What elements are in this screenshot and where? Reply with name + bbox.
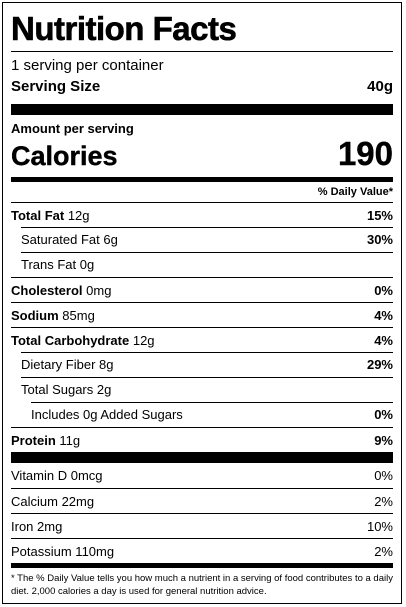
sodium-row: Sodium 85mg 4%: [11, 302, 393, 327]
servings-per-container: 1 serving per container: [11, 57, 164, 74]
nutrient-name: Total Fat: [11, 207, 65, 223]
nutrient-dv: 9%: [374, 432, 393, 448]
thick-divider: [11, 452, 393, 463]
medium-divider: [11, 563, 393, 568]
protein-row: Protein 11g 9%: [11, 427, 393, 452]
vitamin-dv: 10%: [366, 518, 393, 534]
vitamin-name: Iron 2mg: [11, 518, 63, 534]
nutrient-amount: 11g: [59, 432, 81, 448]
calories-label: Calories: [11, 141, 118, 171]
vitamin-name: Vitamin D 0mcg: [11, 468, 103, 483]
nutrient-dv: 0%: [374, 282, 393, 298]
total-fat-row: Total Fat 12g 15%: [11, 202, 393, 227]
saturated-fat-row: Saturated Fat 6g 30%: [11, 227, 393, 252]
nutrient-name: Includes 0g Added Sugars: [31, 407, 183, 422]
nutrient-dv: 30%: [366, 232, 393, 247]
nutrient-name: Sodium: [11, 307, 59, 323]
calories-row: Calories 190: [11, 135, 393, 177]
serving-size-row: Serving Size 40g: [11, 76, 393, 104]
divider: [11, 51, 393, 52]
vitamin-row: Iron 2mg 10%: [11, 513, 393, 538]
trans-fat-row: Trans Fat 0g: [11, 252, 393, 277]
cholesterol-row: Cholesterol 0mg 0%: [11, 277, 393, 302]
total-carbohydrate-row: Total Carbohydrate 12g 4%: [11, 327, 393, 352]
nutrient-amount: 0mg: [86, 282, 112, 298]
nutrient-dv: 4%: [374, 307, 393, 323]
nutrient-name: Saturated Fat 6g: [21, 232, 118, 247]
vitamin-row: Vitamin D 0mcg 0%: [11, 463, 393, 488]
nutrient-amount: 12g: [132, 332, 155, 348]
nutrient-name: Protein: [11, 432, 56, 448]
thick-divider: [11, 104, 393, 115]
vitamin-dv: 0%: [374, 468, 393, 483]
nutrient-name: Trans Fat 0g: [21, 257, 95, 272]
nutrition-facts-label: Nutrition Facts 1 serving per container …: [2, 2, 402, 604]
vitamin-row: Potassium 110mg 2%: [11, 538, 393, 563]
nutrient-name: Total Sugars 2g: [21, 382, 112, 397]
nutrient-dv: 15%: [366, 207, 393, 223]
nutrient-name: Total Carbohydrate: [11, 332, 130, 348]
nutrient-dv: 0%: [374, 407, 393, 422]
vitamin-dv: 2%: [374, 493, 393, 509]
footnote: * The % Daily Value tells you how much a…: [11, 573, 393, 597]
medium-divider: [11, 177, 393, 182]
serving-size-value: 40g: [367, 78, 393, 95]
nutrient-amount: 85mg: [62, 307, 95, 323]
serving-size-label: Serving Size: [11, 78, 101, 95]
total-sugars-row: Total Sugars 2g: [11, 377, 393, 402]
label-title: Nutrition Facts: [11, 10, 237, 47]
vitamin-row: Calcium 22mg 2%: [11, 488, 393, 513]
vitamin-dv: 2%: [374, 543, 393, 559]
nutrient-amount: 12g: [67, 207, 90, 223]
nutrient-name: Cholesterol: [11, 282, 83, 298]
daily-value-header: % Daily Value*: [317, 186, 393, 198]
nutrient-dv: 29%: [366, 357, 393, 372]
nutrient-name: Dietary Fiber 8g: [21, 357, 114, 372]
nutrient-dv: 4%: [374, 332, 393, 348]
calories-value: 190: [337, 135, 393, 172]
dietary-fiber-row: Dietary Fiber 8g 29%: [11, 352, 393, 377]
vitamin-name: Calcium 22mg: [11, 493, 95, 509]
vitamin-name: Potassium 110mg: [11, 543, 115, 559]
added-sugars-row: Includes 0g Added Sugars 0%: [11, 402, 393, 427]
amount-per-serving: Amount per serving: [11, 121, 134, 136]
